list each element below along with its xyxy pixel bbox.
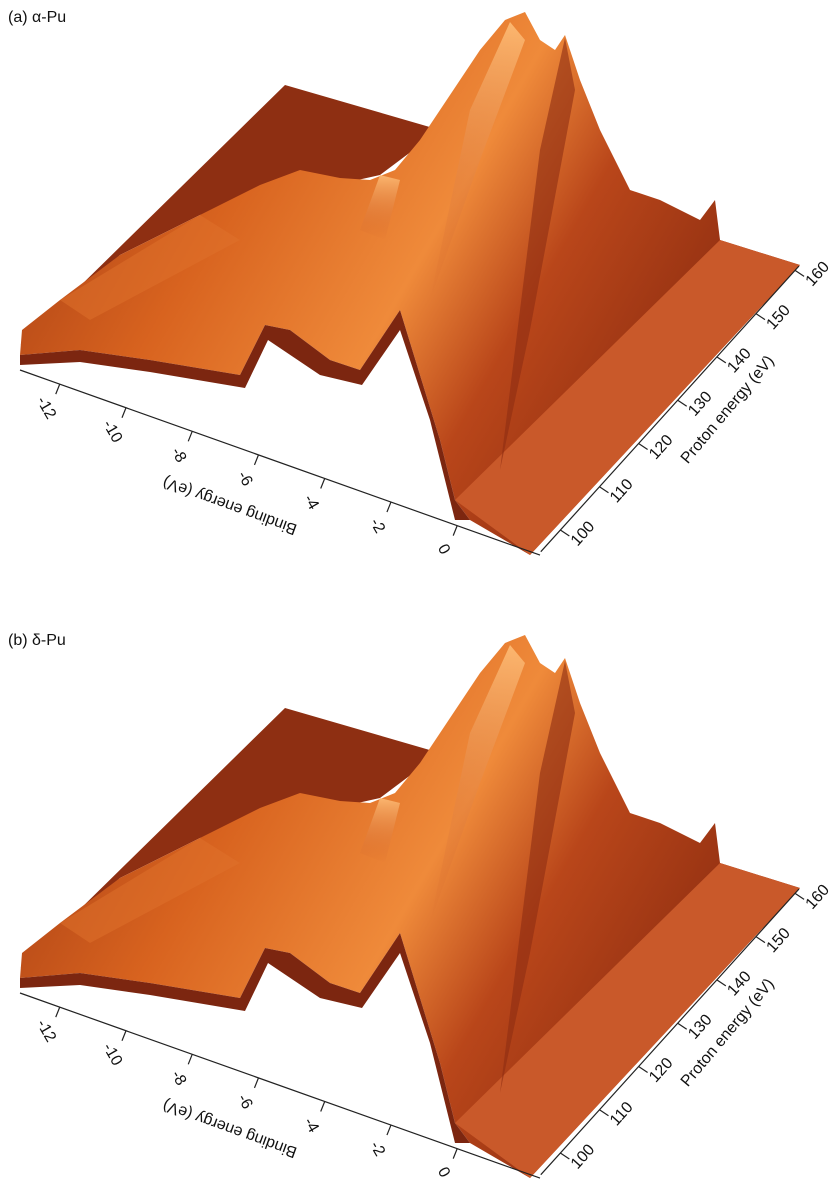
y-tick (794, 892, 805, 900)
y-tick-label: 120 (646, 432, 677, 463)
x-tick-label: -4 (300, 1115, 322, 1136)
x-axis-title: Binding energy (eV) (161, 1096, 300, 1160)
panel-title: (a) α-Pu (8, 9, 66, 26)
y-tick-label: 150 (763, 925, 794, 956)
x-tick-label: -4 (300, 492, 322, 513)
y-tick (599, 486, 609, 494)
y-tick-label: 100 (568, 1141, 599, 1172)
surface (20, 635, 800, 1178)
x-tick (55, 1006, 61, 1018)
y-tick (560, 1152, 570, 1160)
panel: (b) δ-Pu -12 -10 -8 -6 -4 -2 0 Binding energy (e… (8, 632, 830, 1180)
x-tick (253, 454, 260, 466)
x-tick (121, 407, 127, 418)
y-tick (677, 1022, 688, 1030)
y-tick-label: 160 (803, 882, 830, 913)
surface (20, 12, 800, 555)
x-tick (452, 1148, 458, 1159)
x-tick (187, 1054, 193, 1065)
x-tick-label: -6 (234, 1091, 256, 1112)
y-tick-label: 160 (803, 259, 830, 290)
x-tick-label: -10 (99, 1040, 125, 1069)
x-tick-label: 0 (434, 1164, 453, 1180)
x-tick-label: -8 (168, 445, 190, 466)
x-tick-label: -2 (366, 1139, 388, 1160)
x-axis (19, 992, 541, 1179)
y-tick (638, 442, 648, 450)
y-tick (560, 529, 570, 537)
x-tick-label: -10 (99, 417, 125, 446)
y-tick (599, 1109, 609, 1117)
y-tick-label: 110 (607, 1099, 637, 1129)
x-tick (452, 525, 458, 536)
y-tick-label: 100 (568, 518, 599, 549)
y-tick-label: 110 (607, 476, 637, 506)
x-tick-label: -2 (366, 516, 388, 537)
x-tick-label: -8 (168, 1068, 190, 1089)
panel: (a) α-Pu -12 -10 -8 -6 -4 -2 0 Binding energy (e… (8, 9, 830, 557)
x-tick (121, 1030, 127, 1041)
x-tick-label: -12 (33, 1017, 59, 1046)
y-tick (677, 399, 688, 407)
y-tick (716, 979, 727, 987)
panel-title: (b) δ-Pu (8, 632, 66, 649)
y-tick-label: 150 (763, 302, 794, 333)
y-tick-label: 120 (646, 1055, 677, 1086)
y-tick (716, 356, 727, 364)
y-tick (638, 1065, 648, 1073)
x-tick-label: -12 (33, 394, 59, 423)
x-tick (386, 1124, 392, 1136)
x-tick (386, 501, 392, 513)
x-axis-title: Binding energy (eV) (161, 473, 300, 537)
y-tick (755, 936, 766, 944)
x-tick (253, 1077, 260, 1089)
x-tick (320, 1101, 326, 1112)
x-tick-label: -6 (234, 468, 256, 489)
y-tick (755, 313, 766, 321)
x-axis (19, 369, 541, 556)
y-tick (794, 269, 805, 277)
x-tick (187, 431, 193, 442)
x-tick (55, 383, 61, 395)
x-tick-label: 0 (434, 541, 453, 557)
x-tick (320, 478, 326, 489)
